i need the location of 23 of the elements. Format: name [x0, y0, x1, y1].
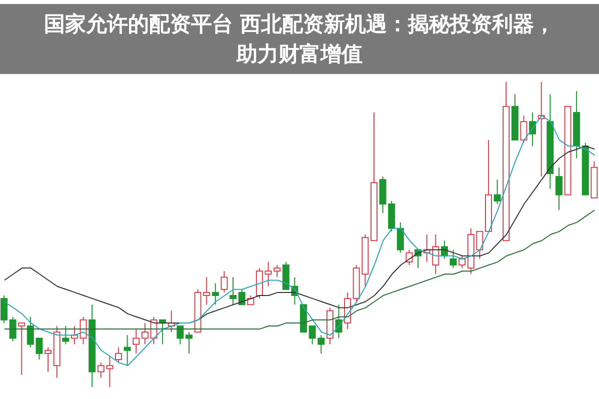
candlestick	[220, 270, 228, 293]
candlestick	[458, 255, 466, 269]
candlestick	[555, 166, 562, 211]
candlestick	[62, 326, 70, 345]
candlestick	[529, 112, 536, 147]
candlestick	[185, 332, 192, 354]
candlestick	[141, 322, 148, 345]
candlestick	[212, 282, 219, 306]
candlestick	[176, 326, 184, 345]
candlestick	[230, 276, 237, 306]
candlestick	[0, 295, 8, 324]
candlestick	[450, 249, 457, 269]
candlestick	[132, 328, 140, 354]
candlestick	[124, 334, 131, 366]
candlestick	[18, 322, 26, 376]
chart-title: 国家允许的配资平台 西北配资新机遇：揭秘投资利器，助力财富增值	[42, 11, 556, 68]
candlestick	[396, 222, 404, 254]
candlestick	[44, 346, 52, 372]
candlestick	[9, 316, 16, 342]
candlestick	[238, 288, 246, 306]
candlestick	[494, 179, 501, 204]
candlestick	[520, 115, 528, 144]
candlestick	[115, 346, 122, 364]
